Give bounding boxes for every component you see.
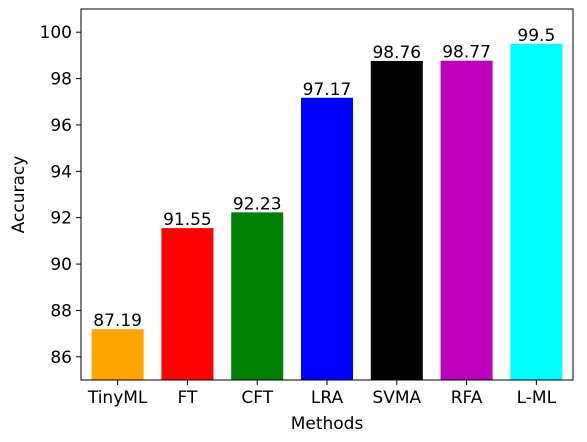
bar-value-label: 99.5 <box>517 26 555 46</box>
x-tick-label: TinyML <box>87 388 148 408</box>
bars <box>91 43 563 380</box>
y-tick-label: 90 <box>50 255 72 275</box>
y-tick-label: 86 <box>50 348 72 368</box>
bar-value-label: 87.19 <box>93 311 142 331</box>
y-axis-ticks: 86 88 90 92 94 96 98 100 <box>40 23 81 368</box>
bar-value-label: 98.76 <box>372 43 421 63</box>
y-tick-label: 100 <box>40 23 72 43</box>
y-tick-label: 96 <box>50 116 72 136</box>
bar-value-labels: 87.19 91.55 92.23 97.17 98.76 98.77 99.5 <box>93 26 555 331</box>
y-axis-label: Accuracy <box>9 156 29 234</box>
bar-value-label: 98.77 <box>442 43 491 63</box>
x-tick-label: FT <box>177 388 197 408</box>
y-tick-label: 98 <box>50 70 72 90</box>
bar-cft <box>231 212 284 380</box>
y-tick-label: 92 <box>50 209 72 229</box>
bar-l-ml <box>510 43 563 380</box>
bar-value-label: 97.17 <box>303 80 352 100</box>
bar-rfa <box>440 60 493 380</box>
x-axis-ticks: TinyML FT CFT LRA SVMA RFA L-ML <box>87 380 557 408</box>
y-tick-label: 88 <box>50 301 72 321</box>
x-tick-label: CFT <box>241 388 273 408</box>
x-tick-label: LRA <box>311 388 344 408</box>
bar-lra <box>301 97 353 380</box>
bar-ft <box>161 228 214 380</box>
x-axis-label: Methods <box>291 414 364 434</box>
x-tick-label: L-ML <box>517 388 557 408</box>
bar-value-label: 92.23 <box>233 194 282 214</box>
bar-tinyml <box>91 329 144 380</box>
x-tick-label: SVMA <box>372 388 421 408</box>
bar-svma <box>370 60 423 380</box>
y-tick-label: 94 <box>50 162 72 182</box>
x-tick-label: RFA <box>451 388 483 408</box>
bar-value-label: 91.55 <box>163 210 212 230</box>
